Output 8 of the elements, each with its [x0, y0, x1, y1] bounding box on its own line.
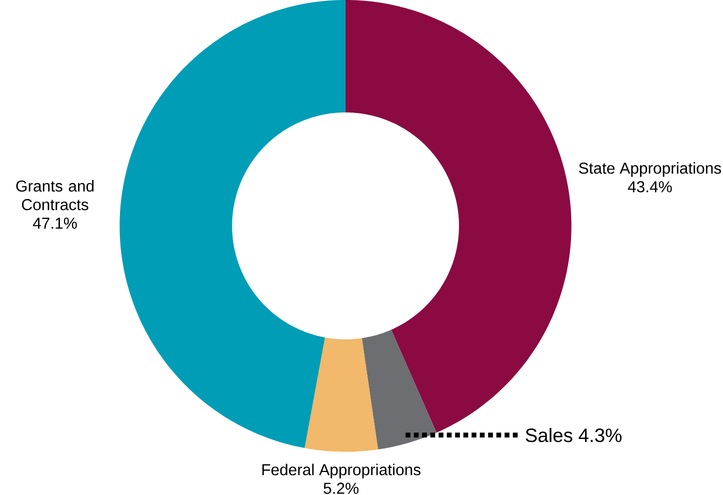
- slice-label: Grants and Contracts: [16, 180, 94, 210]
- data-label: 5.2%: [324, 482, 359, 494]
- data-label: 43.4%: [628, 181, 672, 192]
- data-label: 4.3%: [578, 428, 622, 442]
- slice-label: State Appropriations: [579, 162, 722, 177]
- slice-label: Federal Appropriations: [262, 464, 420, 478]
- data-label: 47.1%: [32, 218, 77, 229]
- slice-label: Sales: [526, 428, 572, 442]
